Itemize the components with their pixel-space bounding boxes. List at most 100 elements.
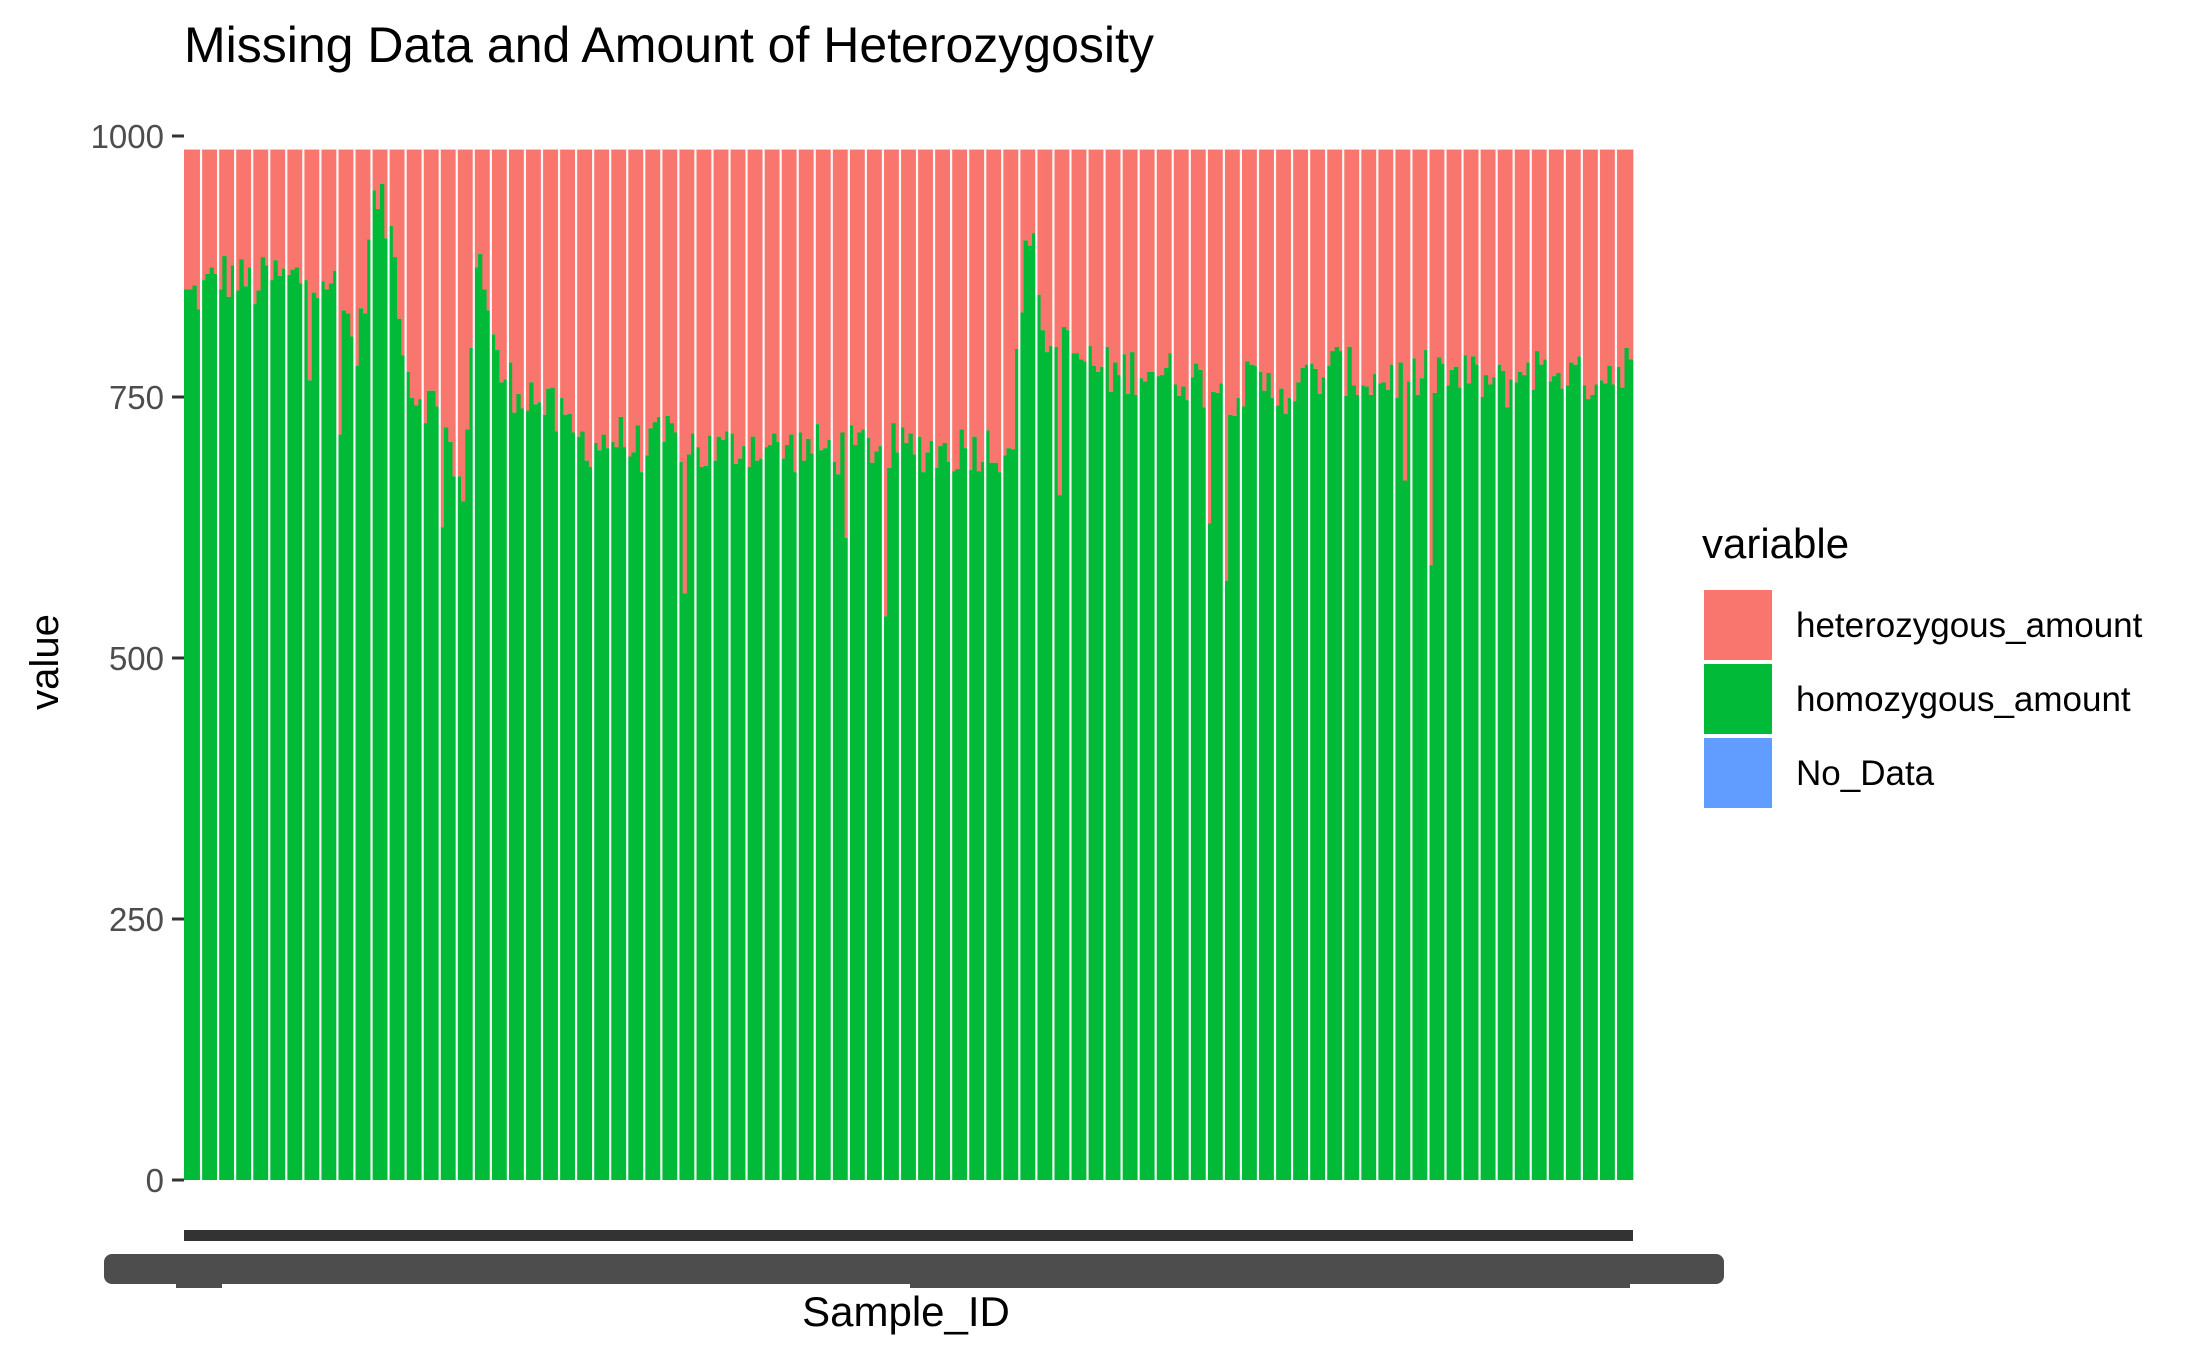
bar-homozygous — [529, 382, 534, 1180]
bar-homozygous — [963, 448, 969, 1180]
bar-homozygous — [1415, 394, 1421, 1180]
bar-homozygous — [1475, 364, 1480, 1180]
bar-heterozygous — [1334, 149, 1340, 347]
bar-heterozygous — [674, 149, 679, 433]
bar-homozygous — [1424, 350, 1429, 1180]
bar-heterozygous — [665, 149, 671, 416]
bar-heterozygous — [1573, 149, 1578, 365]
bar-heterozygous — [1360, 149, 1365, 386]
bar-homozygous — [1581, 385, 1587, 1180]
bar-homozygous — [1394, 398, 1399, 1180]
bar-homozygous — [235, 290, 240, 1180]
bar-homozygous — [311, 292, 317, 1181]
bar-homozygous — [209, 267, 215, 1180]
bar-homozygous — [895, 452, 901, 1181]
bar-heterozygous — [1134, 149, 1139, 395]
bar-heterozygous — [1445, 149, 1451, 386]
bar-homozygous — [431, 390, 436, 1180]
bar-homozygous — [1313, 368, 1318, 1180]
bar-heterozygous — [299, 149, 304, 284]
bar-heterozygous — [1624, 149, 1630, 348]
bar-homozygous — [870, 462, 875, 1180]
bar-homozygous — [1479, 397, 1485, 1180]
bar-heterozygous — [1432, 149, 1438, 393]
bar-heterozygous — [554, 149, 560, 432]
bar-heterozygous — [414, 149, 419, 406]
bar-homozygous — [1543, 359, 1549, 1180]
bar-heterozygous — [1475, 149, 1480, 365]
bar-homozygous — [1232, 415, 1237, 1180]
bar-homozygous — [912, 454, 918, 1180]
bar-heterozygous — [1147, 149, 1152, 372]
bar-homozygous — [1223, 580, 1229, 1180]
bar-homozygous — [998, 472, 1003, 1180]
bar-heterozygous — [422, 149, 428, 424]
bar-homozygous — [610, 441, 615, 1180]
bar-homozygous — [1006, 448, 1012, 1180]
bar-homozygous — [247, 267, 253, 1180]
bar-heterozygous — [282, 149, 287, 269]
bar-homozygous — [1074, 353, 1080, 1180]
bar-homozygous — [1607, 365, 1613, 1180]
bar-heterozygous — [946, 149, 952, 462]
bar-homozygous — [546, 388, 551, 1180]
bar-heterozygous — [814, 149, 820, 425]
y-tick-label: 750 — [109, 379, 164, 416]
bar-homozygous — [1454, 366, 1459, 1181]
bar-homozygous — [333, 270, 338, 1180]
bar-heterozygous — [1215, 149, 1220, 393]
bar-homozygous — [1560, 388, 1566, 1180]
bar-heterozygous — [1526, 149, 1532, 363]
bar-heterozygous — [1488, 149, 1493, 385]
bar-heterozygous — [448, 149, 453, 442]
bar-homozygous — [1381, 382, 1387, 1180]
bar-heterozygous — [1373, 149, 1378, 375]
bar-homozygous — [938, 446, 943, 1180]
bar-heterozygous — [580, 149, 585, 432]
bar-heterozygous — [1019, 149, 1024, 313]
bar-homozygous — [1219, 383, 1225, 1180]
bar-heterozygous — [273, 149, 279, 261]
bar-homozygous — [1556, 372, 1561, 1180]
bar-homozygous — [1586, 399, 1591, 1181]
bar-heterozygous — [1458, 149, 1463, 388]
bar-homozygous — [401, 355, 406, 1180]
bar-heterozygous — [1492, 149, 1497, 378]
bar-heterozygous — [955, 149, 960, 470]
bar-homozygous — [456, 476, 462, 1181]
bar-homozygous — [1189, 377, 1195, 1180]
bar-heterozygous — [1534, 149, 1540, 352]
bar-heterozygous — [1159, 149, 1165, 376]
bar-homozygous — [878, 446, 884, 1180]
bar-homozygous — [1096, 371, 1101, 1180]
bar-heterozygous — [725, 149, 730, 432]
bar-heterozygous — [230, 149, 236, 266]
bar-homozygous — [282, 268, 287, 1181]
bar-homozygous — [1172, 384, 1178, 1181]
bar-heterozygous — [874, 149, 880, 452]
bar-homozygous — [1300, 367, 1306, 1180]
bar-homozygous — [567, 413, 573, 1180]
bar-heterozygous — [1368, 149, 1374, 395]
bar-homozygous — [1573, 364, 1578, 1180]
bar-heterozygous — [520, 149, 526, 409]
bar-heterozygous — [1023, 149, 1029, 241]
bar-heterozygous — [533, 149, 539, 405]
bar-homozygous — [891, 423, 897, 1181]
bar-heterozygous — [1462, 149, 1468, 356]
bar-heterozygous — [618, 149, 624, 417]
bar-homozygous — [1402, 480, 1408, 1180]
bar-homozygous — [256, 290, 262, 1180]
bar-homozygous — [593, 442, 598, 1180]
bar-heterozygous — [708, 149, 713, 436]
bar-homozygous — [840, 432, 845, 1180]
bar-homozygous — [1526, 362, 1532, 1180]
bar-homozygous — [763, 447, 769, 1180]
bar-homozygous — [716, 436, 722, 1180]
y-tick-label: 500 — [109, 640, 164, 677]
bar-homozygous — [844, 537, 850, 1180]
bar-heterozygous — [1002, 149, 1007, 456]
bar-heterozygous — [1338, 149, 1344, 352]
x-tick-labels-overlap — [176, 1284, 222, 1288]
bar-homozygous — [1530, 389, 1536, 1180]
